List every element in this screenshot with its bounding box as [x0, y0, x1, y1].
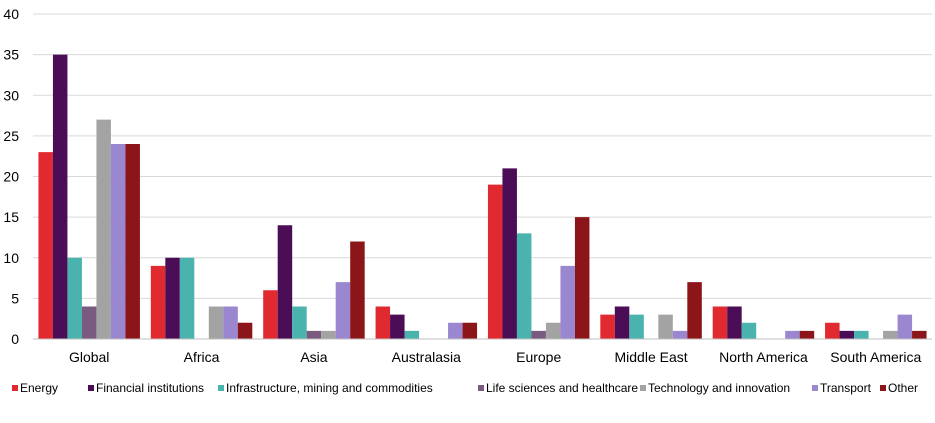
- legend-swatch: [478, 385, 484, 391]
- bar: [672, 330, 688, 339]
- y-tick-label: 25: [3, 128, 19, 144]
- bar: [277, 225, 293, 339]
- bar: [350, 241, 365, 339]
- y-tick-label: 10: [3, 250, 19, 266]
- bar: [179, 257, 195, 339]
- bar: [321, 330, 336, 339]
- y-axis-tick-labels: 0 5 10 15 20 25 30 35 40: [3, 6, 19, 347]
- legend-label: Other: [888, 381, 918, 395]
- bar: [292, 306, 307, 339]
- legend-swatch: [218, 385, 224, 391]
- gridlines: [33, 13, 932, 299]
- bar: [897, 314, 913, 339]
- x-tick-label: Africa: [184, 349, 220, 365]
- bars: [38, 54, 927, 339]
- bar: [52, 54, 68, 339]
- bar: [712, 306, 728, 339]
- bar: [110, 144, 126, 339]
- bar: [545, 322, 561, 339]
- bar: [658, 314, 673, 339]
- bar: [448, 322, 463, 339]
- legend-label: Financial institutions: [96, 381, 204, 395]
- y-tick-label: 0: [11, 331, 19, 347]
- legend-swatch: [12, 385, 18, 391]
- bar: [839, 330, 855, 339]
- bar: [375, 306, 391, 339]
- x-tick-label: South America: [830, 349, 921, 365]
- bar: [165, 257, 180, 339]
- legend-swatch: [880, 385, 886, 391]
- legend-label: Energy: [20, 381, 58, 395]
- bar: [883, 330, 898, 339]
- bar: [574, 217, 590, 339]
- legend-label: Life sciences and healthcare: [486, 381, 638, 395]
- bar: [125, 144, 140, 339]
- bar: [335, 282, 351, 339]
- bar: [727, 306, 742, 339]
- bar: [263, 290, 278, 339]
- x-tick-label: Global: [69, 349, 109, 365]
- y-tick-label: 40: [3, 6, 19, 22]
- legend-swatch: [812, 385, 818, 391]
- y-tick-label: 35: [3, 47, 19, 63]
- bar: [81, 306, 97, 339]
- y-tick-label: 20: [3, 169, 19, 185]
- legend-swatch: [88, 385, 94, 391]
- bar: [600, 314, 615, 339]
- legend-label: Technology and innovation: [648, 381, 790, 395]
- bar: [741, 322, 757, 339]
- bar: [38, 152, 53, 339]
- bar: [799, 330, 815, 339]
- x-axis-tick-labels: Global Africa Asia Australasia Europe Middle …: [69, 349, 922, 365]
- x-tick-label: Middle East: [614, 349, 687, 365]
- legend-swatch: [640, 385, 646, 391]
- y-tick-label: 30: [3, 87, 19, 103]
- bar: [785, 330, 800, 339]
- legend-label: Infrastructure, mining and commodities: [226, 381, 433, 395]
- bar: [560, 265, 575, 339]
- bar: [390, 314, 405, 339]
- bar: [854, 330, 869, 339]
- y-tick-label: 5: [11, 290, 19, 306]
- bar: [502, 168, 517, 339]
- bar: [487, 184, 503, 339]
- x-tick-label: Europe: [516, 349, 561, 365]
- bar: [687, 282, 702, 339]
- bar: [531, 330, 546, 339]
- x-tick-label: North America: [719, 349, 808, 365]
- bar: [912, 330, 927, 339]
- bar: [629, 314, 644, 339]
- bar: [237, 322, 253, 339]
- bar: [67, 257, 82, 339]
- bar: [223, 306, 238, 339]
- bar: [306, 330, 322, 339]
- y-tick-label: 15: [3, 209, 19, 225]
- bar: [150, 265, 166, 339]
- bar: [825, 322, 840, 339]
- bar: [614, 306, 630, 339]
- x-tick-label: Australasia: [392, 349, 461, 365]
- bar: [404, 330, 420, 339]
- bar: [208, 306, 224, 339]
- legend: Energy Financial institutions Infrastructu…: [12, 381, 918, 395]
- x-tick-label: Asia: [300, 349, 327, 365]
- legend-label: Transport: [820, 381, 872, 395]
- bar: [462, 322, 478, 339]
- bar: [516, 233, 532, 339]
- bar: [96, 119, 111, 339]
